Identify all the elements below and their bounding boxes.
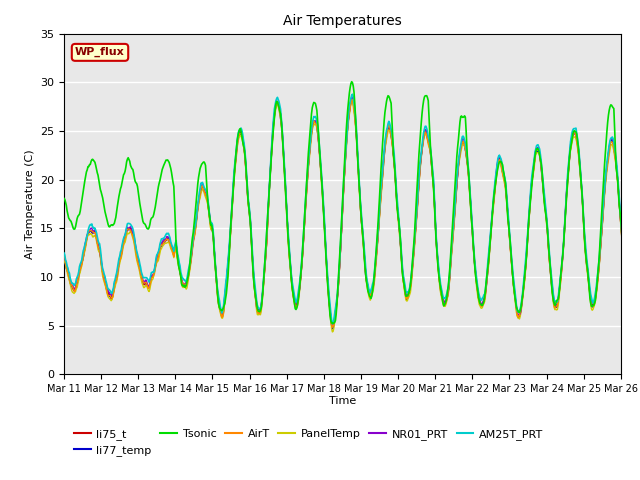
Text: WP_flux: WP_flux [75,47,125,58]
Legend: li75_t, li77_temp, Tsonic, AirT, PanelTemp, NR01_PRT, AM25T_PRT: li75_t, li77_temp, Tsonic, AirT, PanelTe… [70,424,548,460]
Y-axis label: Air Temperature (C): Air Temperature (C) [24,149,35,259]
Title: Air Temperatures: Air Temperatures [283,14,402,28]
X-axis label: Time: Time [329,396,356,406]
